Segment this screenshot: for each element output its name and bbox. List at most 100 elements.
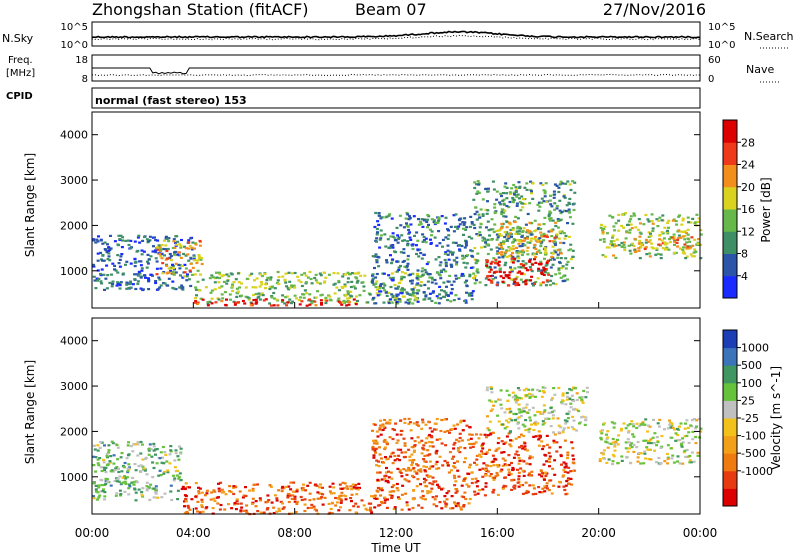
heatmap-cell (493, 206, 497, 209)
heatmap-cell (502, 276, 506, 280)
heatmap-cell (427, 420, 431, 423)
heatmap-cell (536, 410, 540, 413)
heatmap-cell (372, 495, 376, 498)
heatmap-cell (224, 493, 228, 496)
heatmap-cell (669, 447, 673, 450)
heatmap-cell (245, 512, 249, 515)
heatmap-cell (567, 466, 571, 469)
cpid-label: CPID (6, 91, 33, 102)
heatmap-cell (505, 389, 509, 392)
heatmap-cell (545, 234, 549, 237)
heatmap-cell (363, 274, 367, 277)
heatmap-cell (462, 227, 465, 230)
heatmap-cell (276, 279, 280, 282)
heatmap-cell (556, 249, 560, 252)
heatmap-cell (521, 260, 525, 263)
heatmap-cell (236, 272, 240, 275)
heatmap-cell (235, 498, 239, 501)
heatmap-cell (526, 241, 530, 244)
heatmap-cell (380, 478, 384, 481)
heatmap-cell (455, 438, 459, 441)
heatmap-cell (375, 261, 379, 264)
heatmap-cell (697, 238, 701, 241)
heatmap-cell (118, 238, 122, 241)
heatmap-cell (636, 460, 640, 463)
heatmap-cell (510, 479, 514, 482)
heatmap-cell (540, 440, 544, 443)
heatmap-cell (614, 256, 618, 259)
heatmap-cell (111, 470, 115, 473)
heatmap-cell (345, 304, 349, 307)
heatmap-cell (131, 283, 135, 286)
heatmap-cell (692, 460, 696, 463)
heatmap-cell (390, 272, 394, 275)
heatmap-cell (420, 427, 424, 430)
heatmap-cell (399, 419, 403, 422)
heatmap-cell (183, 275, 187, 278)
heatmap-cell (458, 244, 462, 247)
heatmap-cell (492, 404, 496, 407)
heatmap-cell (270, 286, 274, 289)
heatmap-cell (104, 482, 108, 486)
heatmap-cell (684, 455, 688, 458)
heatmap-cell (428, 482, 432, 485)
heatmap-cell (408, 298, 412, 301)
heatmap-cell (159, 267, 163, 270)
heatmap-cell (528, 221, 532, 224)
heatmap-cell (328, 485, 332, 488)
heatmap-cell (533, 422, 536, 425)
heatmap-cell (479, 433, 483, 436)
heatmap-cell (568, 397, 572, 401)
heatmap-cell (449, 300, 453, 303)
heatmap-cell (417, 255, 421, 258)
heatmap-cell (512, 198, 516, 202)
heatmap-cell (632, 435, 636, 438)
nave-line (91, 73, 701, 77)
heatmap-cell (424, 441, 428, 444)
heatmap-cell (480, 450, 483, 453)
heatmap-cell (194, 243, 198, 246)
heatmap-cell (572, 387, 576, 390)
heatmap-cell (234, 508, 238, 511)
heatmap-cell (104, 480, 108, 483)
heatmap-cell (639, 245, 643, 248)
heatmap-cell (415, 463, 418, 466)
heatmap-cell (117, 234, 121, 237)
heatmap-cell (502, 192, 505, 195)
heatmap-cell (484, 208, 488, 211)
heatmap-cell (575, 398, 579, 402)
heatmap-cell (688, 461, 692, 464)
heatmap-cell (528, 474, 532, 477)
heatmap-cell (153, 236, 156, 239)
heatmap-cell (569, 248, 572, 251)
heatmap-cell (499, 203, 503, 206)
heatmap-cell (236, 292, 240, 295)
heatmap-cell (523, 239, 526, 242)
heatmap-cell (492, 257, 496, 260)
heatmap-cell (481, 198, 485, 201)
heatmap-cell (452, 424, 456, 427)
heatmap-cell (567, 210, 571, 213)
heatmap-cell (461, 254, 465, 257)
heatmap-cell (285, 304, 289, 307)
heatmap-cell (600, 432, 604, 435)
heatmap-cell (201, 298, 205, 301)
heatmap-cell (198, 244, 202, 247)
heatmap-cell (529, 258, 533, 261)
heatmap-cell (613, 229, 617, 232)
heatmap-cell (457, 297, 461, 300)
heatmap-cell (189, 262, 193, 265)
heatmap-cell (440, 289, 443, 292)
heatmap-cell (158, 469, 162, 472)
heatmap-cell (546, 280, 550, 283)
heatmap-cell (516, 398, 519, 401)
colorbar-segment (723, 186, 737, 210)
heatmap-cell (514, 187, 518, 191)
heatmap-cell (513, 394, 517, 397)
heatmap-cell (430, 441, 434, 444)
heatmap-cell (628, 231, 632, 234)
heatmap-cell (635, 422, 639, 425)
heatmap-cell (354, 303, 358, 306)
heatmap-cell (257, 292, 261, 295)
heatmap-cell (505, 249, 509, 252)
